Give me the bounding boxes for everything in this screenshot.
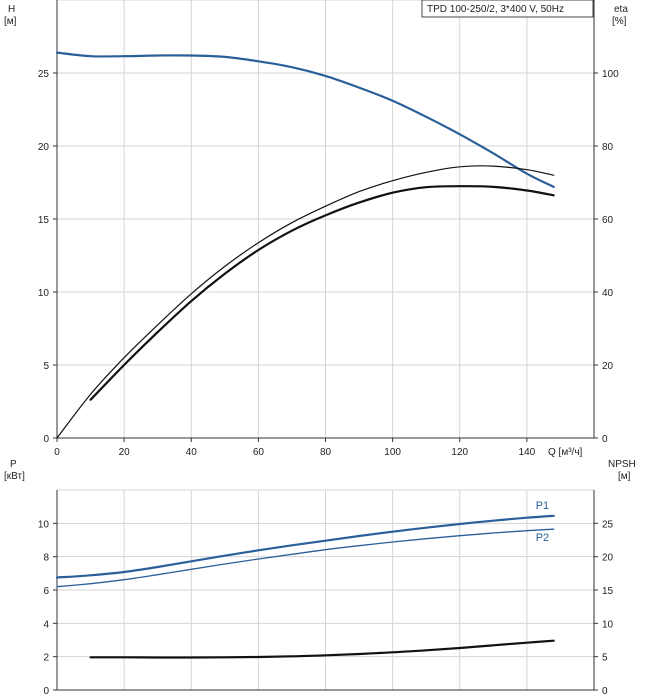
top-x-tick-label-60: 60: [253, 447, 265, 458]
bottom-left-tick-label-6: 6: [43, 586, 49, 597]
top-right-tick-label-100: 100: [602, 69, 619, 80]
bottom-ticks: 0 2 4 6 8 10 0 5 10 15 20 25: [38, 519, 614, 697]
bottom-series: P1 P2: [55, 500, 555, 659]
bottom-left-tick-label-2: 2: [43, 653, 49, 664]
bottom-series-label-p2: P2: [536, 532, 549, 544]
chart-title-box: [421, 0, 594, 18]
bottom-left-tick-label-10: 10: [38, 519, 50, 530]
bottom-left-tick-label-8: 8: [43, 553, 49, 564]
top-x-tick-label-80: 80: [320, 447, 332, 458]
top-right-tick-label-0: 0: [602, 434, 608, 445]
top-y-right-label-1: eta: [614, 4, 628, 15]
top-ticks: 0 5 10 15 20 25 0 20 40 60 80 100 0 20 40 60 80 100 120 140: [38, 69, 619, 458]
bottom-y-right-label-1: NPSH: [608, 459, 636, 470]
top-x-tick-label-120: 120: [451, 447, 468, 458]
top-right-tick-label-40: 40: [602, 288, 614, 299]
bottom-grid: [57, 489, 594, 690]
bottom-series-npsh: [89, 639, 555, 659]
bottom-right-tick-label-15: 15: [602, 586, 614, 597]
top-x-tick-label-0: 0: [54, 447, 60, 458]
bottom-series-label-p1: P1: [536, 500, 549, 512]
bottom-series-p1: [55, 514, 555, 579]
top-x-axis-label: Q [м³/ч]: [548, 447, 583, 458]
bottom-right-tick-label-25: 25: [602, 519, 614, 530]
top-left-tick-label-20: 20: [38, 142, 50, 153]
power-npsh-panel: 0 2 4 6 8 10 0 5 10 15 20 25 P1 P2 P [кВт] NPSH [м]: [4, 459, 636, 697]
top-left-tick-label-25: 25: [38, 69, 50, 80]
top-grid: [57, 0, 594, 438]
top-left-tick-label-15: 15: [38, 215, 50, 226]
top-right-tick-label-60: 60: [602, 215, 614, 226]
top-series-efficiency-2: [89, 185, 555, 401]
bottom-right-tick-label-0: 0: [602, 686, 608, 697]
bottom-y-left-label-2: [кВт]: [4, 471, 25, 482]
top-x-tick-label-20: 20: [119, 447, 131, 458]
chart-title: TPD 100-250/2, 3*400 V, 50Hz: [427, 4, 564, 15]
top-x-tick-label-40: 40: [186, 447, 198, 458]
top-series-head: [55, 51, 555, 188]
top-series: [55, 51, 555, 439]
top-right-tick-label-80: 80: [602, 142, 614, 153]
top-x-tick-label-140: 140: [519, 447, 536, 458]
top-y-left-label-1: H: [8, 4, 15, 15]
top-right-tick-label-20: 20: [602, 361, 614, 372]
bottom-left-tick-label-4: 4: [43, 619, 49, 630]
top-series-efficiency-1: [56, 165, 555, 439]
top-left-tick-label-0: 0: [43, 434, 49, 445]
head-efficiency-panel: 0 5 10 15 20 25 0 20 40 60 80 100 0 20 40 60 80 100 120 140…: [4, 0, 628, 458]
top-y-left-label-2: [м]: [4, 16, 17, 27]
bottom-y-right-label-2: [м]: [618, 471, 631, 482]
bottom-right-tick-label-10: 10: [602, 619, 614, 630]
top-x-tick-label-100: 100: [384, 447, 401, 458]
top-left-tick-label-10: 10: [38, 288, 50, 299]
bottom-series-p2: [56, 528, 555, 588]
top-y-right-label-2: [%]: [612, 16, 627, 27]
bottom-right-tick-label-20: 20: [602, 553, 614, 564]
bottom-left-tick-label-0: 0: [43, 686, 49, 697]
top-left-tick-label-5: 5: [43, 361, 49, 372]
bottom-y-left-label-1: P: [10, 459, 17, 470]
bottom-right-tick-label-5: 5: [602, 653, 608, 664]
